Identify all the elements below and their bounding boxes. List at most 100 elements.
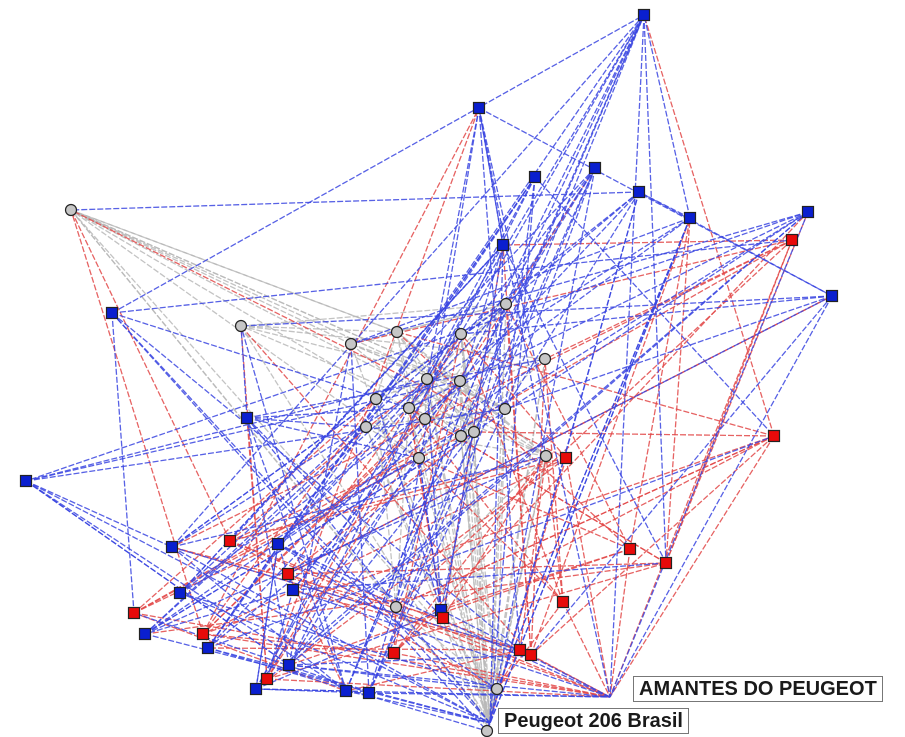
- red-node-34[interactable]: [387, 646, 401, 660]
- blue-node-0[interactable]: [637, 8, 651, 22]
- gray-node-58[interactable]: [480, 724, 494, 737]
- gray-node-46[interactable]: [453, 374, 467, 388]
- graph-edge-173: [202, 633, 611, 698]
- gray-node-39[interactable]: [234, 319, 248, 333]
- gray-node-45[interactable]: [420, 372, 434, 386]
- graph-edge-154: [408, 407, 564, 603]
- gray-node-56[interactable]: [389, 600, 403, 614]
- graph-edge-216: [288, 176, 536, 666]
- blue-node-5[interactable]: [683, 211, 697, 225]
- graph-edge-268: [111, 312, 521, 651]
- gray-node-49[interactable]: [418, 412, 432, 426]
- red-node-23[interactable]: [785, 233, 799, 247]
- gray-node-55[interactable]: [539, 449, 553, 463]
- red-node-29[interactable]: [281, 567, 295, 581]
- red-node-36[interactable]: [524, 648, 538, 662]
- blue-node-14[interactable]: [173, 586, 187, 600]
- graph-edge-361: [368, 692, 611, 698]
- red-node-26[interactable]: [223, 534, 237, 548]
- graph-edge-355: [368, 167, 596, 694]
- node-label-amantes-do-peugeot[interactable]: AMANTES DO PEUGEOT: [633, 676, 883, 702]
- graph-edge-88: [395, 455, 547, 608]
- graph-edge-305: [179, 244, 504, 594]
- gray-node-47[interactable]: [369, 392, 383, 406]
- gray-node-44[interactable]: [538, 352, 552, 366]
- graph-edge-249: [350, 211, 809, 345]
- blue-node-3[interactable]: [588, 161, 602, 175]
- gray-node-43[interactable]: [499, 297, 513, 311]
- gray-node-54[interactable]: [412, 451, 426, 465]
- gray-node-51[interactable]: [359, 420, 373, 434]
- red-node-30[interactable]: [127, 606, 141, 620]
- gray-node-40[interactable]: [344, 337, 358, 351]
- gray-node-48[interactable]: [402, 401, 416, 415]
- blue-node-2[interactable]: [528, 170, 542, 184]
- gray-node-41[interactable]: [390, 325, 404, 339]
- blue-node-19[interactable]: [282, 658, 296, 672]
- graph-edge-197: [240, 325, 268, 680]
- graph-edge-213: [478, 107, 547, 457]
- graph-edge-338: [288, 343, 352, 666]
- graph-edge-244: [408, 211, 809, 409]
- blue-node-11[interactable]: [19, 474, 33, 488]
- graph-edge-350: [246, 417, 347, 692]
- red-node-27[interactable]: [623, 542, 637, 556]
- graph-edge-221: [207, 176, 536, 649]
- red-node-32[interactable]: [436, 611, 450, 625]
- blue-node-20[interactable]: [249, 682, 263, 696]
- red-node-33[interactable]: [196, 627, 210, 641]
- blue-node-6[interactable]: [801, 205, 815, 219]
- graph-edge-344: [255, 457, 420, 690]
- graph-edge-253: [478, 107, 504, 246]
- blue-node-7[interactable]: [496, 238, 510, 252]
- graph-edge-345: [255, 609, 442, 690]
- graph-edge-343: [255, 543, 279, 690]
- blue-node-13[interactable]: [271, 537, 285, 551]
- blue-node-4[interactable]: [632, 185, 646, 199]
- node-label-peugeot-206-brasil[interactable]: Peugeot 206 Brasil: [498, 708, 689, 734]
- graph-edge-301: [179, 457, 420, 594]
- graph-edge-218: [408, 176, 536, 409]
- gray-node-52[interactable]: [454, 429, 468, 443]
- blue-node-21[interactable]: [339, 684, 353, 698]
- red-node-31[interactable]: [556, 595, 570, 609]
- blue-node-12[interactable]: [165, 540, 179, 554]
- graph-edge-278: [246, 417, 491, 724]
- graph-edge-4: [70, 209, 491, 724]
- graph-edge-150: [133, 543, 279, 614]
- graph-edge-212: [426, 107, 480, 380]
- graph-nodes: [19, 8, 839, 737]
- blue-node-17[interactable]: [138, 627, 152, 641]
- graph-edge-208: [609, 14, 645, 698]
- graph-edge-209: [395, 107, 480, 608]
- gray-node-50[interactable]: [498, 402, 512, 416]
- graph-edge-271: [111, 312, 491, 724]
- gray-node-42[interactable]: [454, 327, 468, 341]
- graph-edge-352: [345, 303, 507, 692]
- blue-node-9[interactable]: [105, 306, 119, 320]
- red-node-35[interactable]: [513, 643, 527, 657]
- graph-edge-27: [396, 303, 507, 333]
- graph-edge-38: [426, 378, 491, 724]
- blue-node-22[interactable]: [362, 686, 376, 700]
- graph-edge-232: [505, 191, 640, 305]
- blue-node-15[interactable]: [286, 583, 300, 597]
- red-node-37[interactable]: [260, 672, 274, 686]
- blue-node-1[interactable]: [472, 101, 486, 115]
- graph-edge-189: [240, 325, 532, 656]
- red-node-25[interactable]: [559, 451, 573, 465]
- blue-node-10[interactable]: [240, 411, 254, 425]
- blue-node-18[interactable]: [201, 641, 215, 655]
- graph-edge-298: [277, 211, 809, 545]
- graph-edge-282: [25, 480, 290, 666]
- graph-edge-321: [144, 358, 546, 635]
- blue-node-8[interactable]: [825, 289, 839, 303]
- graph-edge-97: [486, 455, 547, 732]
- gray-node-57[interactable]: [490, 682, 504, 696]
- graph-edge-295: [277, 543, 498, 690]
- red-node-28[interactable]: [659, 556, 673, 570]
- graph-edge-155: [496, 601, 564, 690]
- gray-node-53[interactable]: [467, 425, 481, 439]
- red-node-24[interactable]: [767, 429, 781, 443]
- gray-node-38[interactable]: [64, 203, 78, 217]
